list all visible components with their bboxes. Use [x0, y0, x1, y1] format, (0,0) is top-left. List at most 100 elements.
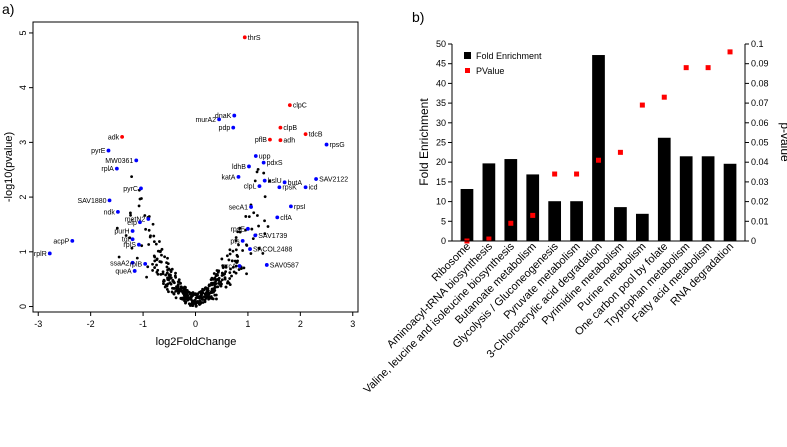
- volcano-point-label-pflb: pflB: [255, 137, 267, 144]
- left-y-tick-label: 0: [441, 236, 446, 246]
- volcano-point-sacol2488: [248, 247, 252, 251]
- volcano-point-label-sav0587: SAV0587: [270, 262, 299, 269]
- volcano-point: [210, 281, 213, 285]
- volcano-point: [156, 249, 160, 253]
- volcano-point: [187, 302, 191, 306]
- right-y-tick-label: 0.09: [751, 59, 769, 69]
- volcano-point: [171, 279, 175, 283]
- volcano-point-ndk: [116, 209, 120, 214]
- volcano-point: [242, 266, 246, 270]
- pvalue-point-rna-degradation: [727, 49, 733, 55]
- volcano-x-tick-label: 0: [193, 319, 198, 329]
- volcano-point-rpsi: [289, 204, 293, 209]
- bar-rna-degradation: [723, 163, 737, 241]
- volcano-point-ldhb: [247, 164, 251, 169]
- volcano-point: [227, 258, 231, 262]
- volcano-point-label-clpc: clpC: [293, 103, 307, 110]
- panel-b-label: b): [412, 9, 424, 25]
- volcano-point-clpl: [257, 184, 262, 189]
- volcano-point: [238, 226, 242, 230]
- left-y-tick-label: 50: [436, 39, 446, 49]
- volcano-point-quea: [132, 269, 137, 273]
- volcano-point-label-buta: butA: [288, 180, 303, 187]
- volcano-point-label-quea: queA: [115, 268, 132, 275]
- volcano-point: [151, 269, 155, 272]
- volcano-point: [201, 287, 204, 291]
- volcano-point: [251, 237, 255, 240]
- volcano-point: [201, 291, 205, 295]
- volcano-point-label-adk: adk: [108, 134, 120, 141]
- volcano-point-metn2: [146, 217, 151, 221]
- volcano-point-label-ldhb: ldhB: [232, 164, 246, 171]
- volcano-point: [237, 268, 241, 271]
- volcano-point: [153, 266, 157, 269]
- enrichment-bars: [460, 55, 737, 242]
- volcano-point: [160, 247, 164, 251]
- pvalue-point-pyrimidine-metabolism: [617, 149, 623, 155]
- volcano-point: [170, 290, 174, 294]
- volcano-point: [129, 211, 132, 215]
- volcano-point: [212, 290, 215, 294]
- volcano-point-label-acpp: acpP: [53, 238, 69, 245]
- right-y-tick-label: 0.1: [751, 39, 764, 49]
- volcano-point: [231, 265, 235, 269]
- volcano-point-buta: [282, 180, 287, 185]
- volcano-point: [162, 282, 165, 286]
- volcano-y-tick-label: 5: [18, 30, 28, 35]
- volcano-x-tick-label: 2: [298, 319, 303, 329]
- volcano-point-label-adh: adh: [283, 138, 295, 145]
- volcano-point-pyre: [106, 148, 111, 153]
- volcano-point: [231, 249, 235, 253]
- volcano-point: [236, 230, 240, 234]
- pvalue-point-3-chloroacrylic-acid-degradation: [596, 157, 601, 163]
- volcano-point-upp: [253, 154, 258, 158]
- volcano-point: [228, 252, 232, 256]
- volcano-point: [209, 290, 213, 294]
- volcano-point-label-rpla: rplA: [101, 166, 114, 173]
- volcano-point: [245, 272, 248, 276]
- volcano-x-tick-label: 1: [245, 319, 250, 329]
- volcano-point: [160, 253, 163, 257]
- volcano-point: [175, 287, 179, 291]
- volcano-point-seca1: [249, 205, 253, 209]
- volcano-point: [209, 278, 213, 282]
- volcano-point: [206, 291, 210, 294]
- volcano-point: [234, 264, 238, 268]
- volcano-point: [204, 286, 208, 290]
- volcano-point-icd: [303, 185, 308, 190]
- volcano-point: [168, 281, 172, 285]
- volcano-point: [169, 270, 173, 274]
- volcano-point-pdp: [231, 125, 236, 130]
- volcano-point: [217, 279, 221, 282]
- right-y-tick-label: 0.03: [751, 177, 769, 187]
- enrichment-ticks: 0 5 10 15 20 25 30 35 40 45 50 0 0.01 0.02 0.03 0.04 0.0…: [436, 39, 769, 246]
- volcano-point: [250, 227, 254, 231]
- volcano-point-label-rpsi: rpsI: [294, 204, 306, 211]
- volcano-point: [230, 274, 233, 278]
- panel-a-label: a): [2, 1, 14, 17]
- volcano-point-rpls: [136, 242, 141, 247]
- volcano-point: [230, 259, 234, 263]
- volcano-point: [181, 292, 185, 295]
- volcano-point: [220, 257, 224, 261]
- volcano-point: [115, 226, 119, 230]
- volcano-point: [184, 294, 188, 298]
- pvalue-point-pyruvate-metabolism: [574, 171, 580, 177]
- bar-ribosome: [460, 188, 474, 241]
- enrichment-ylabel: Fold Enrichment: [417, 98, 431, 186]
- volcano-point-label-pts: pts: [230, 238, 240, 245]
- volcano-point-rpsg: [324, 142, 329, 147]
- volcano-point-adh: [278, 138, 283, 143]
- volcano-point: [165, 271, 169, 275]
- volcano-point: [203, 292, 207, 296]
- volcano-point: [158, 249, 162, 253]
- volcano-point: [224, 264, 228, 268]
- volcano-point: [255, 170, 259, 174]
- volcano-point-rpse: [246, 226, 250, 231]
- volcano-point: [234, 236, 238, 239]
- left-y-tick-label: 25: [436, 138, 446, 148]
- volcano-point-label-efp: efp: [127, 220, 137, 227]
